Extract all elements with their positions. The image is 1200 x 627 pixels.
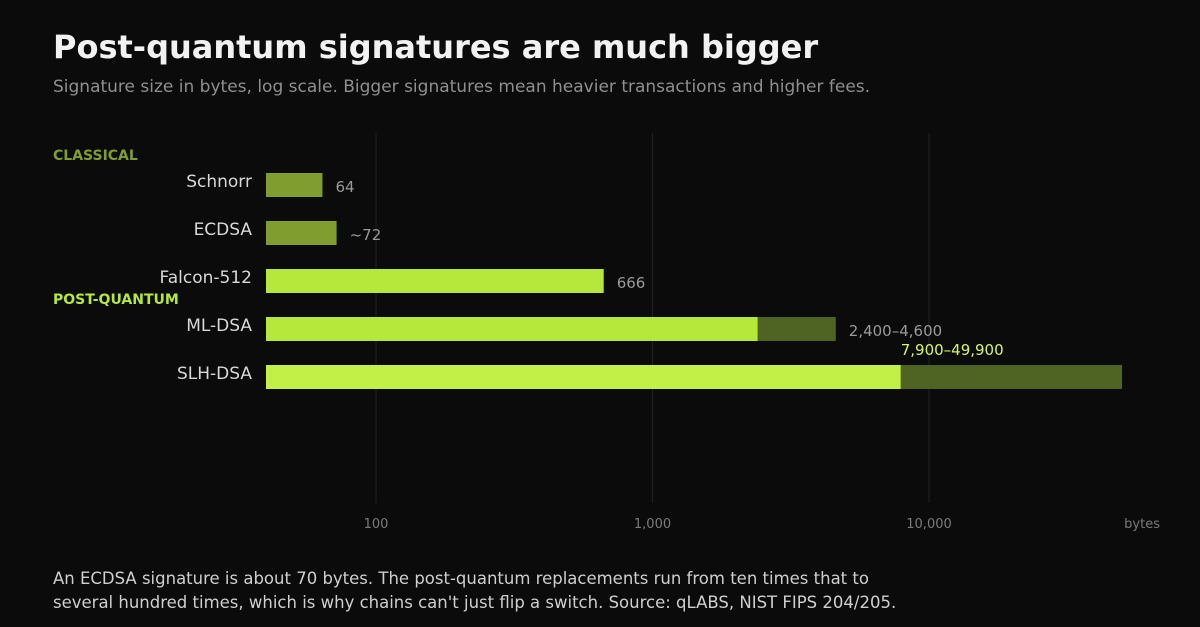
value-label: 2,400–4,600 [849, 322, 942, 340]
bar [266, 317, 758, 341]
category-label: Schnorr [186, 172, 252, 192]
group-heading: CLASSICAL [53, 148, 138, 164]
category-label: ML-DSA [186, 316, 252, 336]
footnote-line-2: several hundred times, which is why chai… [53, 593, 897, 612]
group-heading: POST-QUANTUM [53, 292, 179, 308]
x-tick-label: 1,000 [634, 517, 671, 532]
value-label: ~72 [350, 226, 382, 244]
bar-range-segment [757, 317, 836, 341]
bar [266, 173, 323, 197]
bar-range-segment [900, 365, 1123, 389]
chart-title: Post-quantum signatures are much bigger [53, 28, 819, 66]
footnote: An ECDSA signature is about 70 bytes. Th… [53, 567, 1053, 615]
value-label: 7,900–49,900 [901, 341, 1004, 359]
x-tick-label: 100 [364, 517, 389, 532]
x-tick-label: 10,000 [906, 517, 952, 532]
value-label: 666 [617, 274, 646, 292]
bar [266, 365, 901, 389]
bar [266, 221, 337, 245]
category-label: ECDSA [194, 220, 253, 240]
x-unit-label: bytes [1124, 517, 1160, 532]
category-label: Falcon-512 [160, 268, 252, 288]
category-label: SLH-DSA [177, 364, 252, 384]
bar [266, 269, 604, 293]
footnote-line-1: An ECDSA signature is about 70 bytes. Th… [53, 569, 869, 588]
value-label: 64 [335, 178, 354, 196]
chart-subtitle: Signature size in bytes, log scale. Bigg… [53, 77, 871, 97]
